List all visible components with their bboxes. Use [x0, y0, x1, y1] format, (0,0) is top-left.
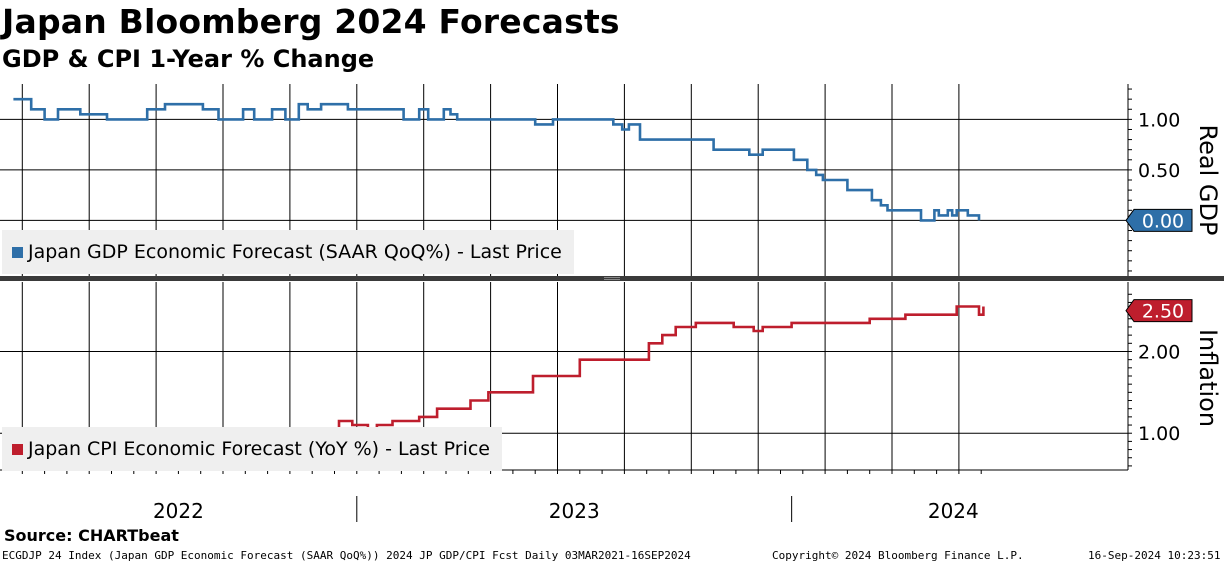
gdp-ytick-label-1: 1.00: [1138, 109, 1180, 131]
gdp-series-line: [13, 97, 981, 222]
legend-cpi[interactable]: Japan CPI Economic Forecast (YoY %) - La…: [2, 427, 502, 471]
cpi-ytick-label-0: 1.00: [1138, 423, 1180, 445]
cpi-last-value-tag: [1125, 299, 1193, 323]
legend-gdp-label: Japan GDP Economic Forecast (SAAR QoQ%) …: [28, 241, 562, 263]
cpi-axis-title: Inflation: [1194, 329, 1222, 427]
footer-timestamp: 16-Sep-2024 10:23:51: [1088, 549, 1221, 562]
legend-cpi-label: Japan CPI Economic Forecast (YoY %) - La…: [28, 438, 490, 460]
chart-title: Japan Bloomberg 2024 Forecasts: [2, 2, 620, 41]
x-year-label-2022: 2022: [153, 499, 204, 523]
panel-separator: [0, 276, 1224, 281]
source-note: Source: CHARTbeat: [4, 526, 179, 545]
legend-cpi-swatch: [12, 444, 23, 455]
gdp-axis-title: Real GDP: [1194, 125, 1222, 236]
legend-gdp[interactable]: Japan GDP Economic Forecast (SAAR QoQ%) …: [2, 230, 574, 274]
gdp-ytick-label-0: 0.50: [1138, 160, 1180, 182]
gdp-last-value-tag-label: 0.00: [1142, 210, 1184, 232]
x-year-label-2024: 2024: [928, 499, 979, 523]
footer-copyright: Copyright© 2024 Bloomberg Finance L.P.: [772, 549, 1024, 562]
x-year-label-2023: 2023: [549, 499, 600, 523]
chart-subtitle: GDP & CPI 1-Year % Change: [2, 45, 375, 73]
legend-gdp-swatch: [12, 247, 23, 258]
cpi-last-value-tag-label: 2.50: [1142, 301, 1184, 323]
gdp-last-value-tag: [1125, 208, 1193, 232]
cpi-ytick-label-1: 2.00: [1138, 341, 1180, 363]
footer-description: ECGDJP 24 Index (Japan GDP Economic Fore…: [2, 549, 691, 562]
